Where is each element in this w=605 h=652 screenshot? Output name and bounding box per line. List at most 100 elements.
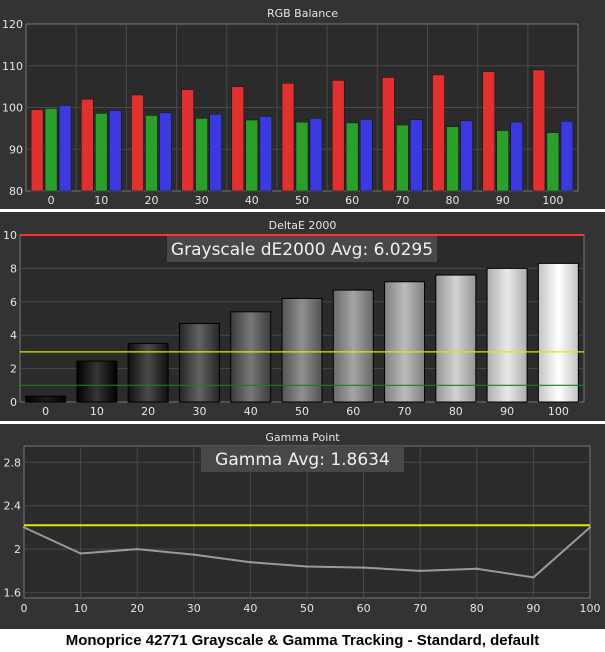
gamma-point bbox=[588, 526, 592, 529]
gamma-point bbox=[136, 547, 139, 551]
gamma-x-tick-label: 60 bbox=[357, 602, 371, 615]
rgb-bar-green bbox=[396, 124, 409, 192]
gamma-point bbox=[192, 553, 195, 556]
figure-caption: Monoprice 42771 Grayscale & Gamma Tracki… bbox=[65, 632, 540, 649]
rgb-bar-red bbox=[181, 89, 194, 192]
rgb-balance-panel: RGB Balance 80 90 100 110 120 0 10 20 30 40 50 60 70 8… bbox=[0, 0, 605, 209]
rgb-y-tick-label: 120 bbox=[2, 18, 23, 31]
rgb-y-tick-label: 110 bbox=[2, 60, 23, 73]
gamma-point bbox=[475, 567, 478, 570]
de-bar bbox=[332, 289, 374, 403]
rgb-y-tick-label: 80 bbox=[9, 185, 23, 198]
rgb-bar-red bbox=[131, 94, 144, 192]
de-x-tick-label: 20 bbox=[141, 405, 155, 418]
de-bar bbox=[281, 297, 323, 403]
rgb-x-tick-label: 0 bbox=[48, 194, 55, 207]
de-bar bbox=[230, 311, 272, 403]
rgb-x-tick-label: 20 bbox=[144, 194, 158, 207]
de-x-tick-label: 60 bbox=[346, 405, 360, 418]
gamma-annotation: Gamma Avg: 1.8634 bbox=[215, 450, 390, 470]
gamma-x-tick-label: 90 bbox=[526, 602, 540, 615]
gamma-x-tick-label: 0 bbox=[21, 602, 28, 615]
de-bar bbox=[435, 274, 477, 403]
rgb-bar-red bbox=[482, 71, 495, 192]
rgb-y-tick-label: 90 bbox=[9, 143, 23, 156]
gamma-x-tick-label: 30 bbox=[187, 602, 201, 615]
de-x-tick-label: 40 bbox=[244, 405, 258, 418]
rgb-bar-blue bbox=[58, 105, 72, 192]
rgb-bar-green bbox=[145, 115, 158, 192]
de-y-tick-label: 8 bbox=[10, 262, 17, 275]
rgb-bar-blue bbox=[560, 121, 574, 192]
gamma-x-tick-label: 70 bbox=[413, 602, 427, 615]
rgb-bar-blue bbox=[359, 118, 373, 192]
rgb-bar-green bbox=[95, 113, 108, 192]
gamma-x-tick-label: 40 bbox=[243, 602, 257, 615]
de-annotation-box bbox=[167, 236, 437, 262]
rgb-y-tick-label: 100 bbox=[2, 102, 23, 115]
gamma-x-tick-label: 100 bbox=[580, 602, 601, 615]
de-x-tick-label: 50 bbox=[295, 405, 309, 418]
de-bar bbox=[537, 262, 579, 403]
gamma-point bbox=[362, 566, 365, 569]
de-x-tick-label: 70 bbox=[398, 405, 412, 418]
de-annotation: Grayscale dE2000 Avg: 6.0295 bbox=[171, 240, 433, 260]
gamma-panel: Gamma Point 1.6 2 2.4 2.8 0 10 20 30 40 50 60 70 80 90… bbox=[0, 424, 605, 629]
rgb-bar-red bbox=[30, 109, 44, 192]
de-y-tick-label: 4 bbox=[10, 329, 17, 342]
rgb-bar-blue bbox=[510, 121, 523, 192]
rgb-x-tick-label: 40 bbox=[245, 194, 259, 207]
rgb-bar-green bbox=[546, 132, 560, 192]
gamma-point bbox=[249, 560, 252, 564]
gamma-point bbox=[419, 569, 422, 573]
rgb-bar-green bbox=[496, 130, 509, 192]
rgb-x-tick-label: 90 bbox=[496, 194, 510, 207]
rgb-x-tick-label: 100 bbox=[542, 194, 563, 207]
rgb-x-tick-label: 10 bbox=[94, 194, 108, 207]
de-x-tick-label: 90 bbox=[500, 405, 514, 418]
rgb-x-tick-label: 80 bbox=[446, 194, 460, 207]
rgb-bar-blue bbox=[460, 120, 473, 192]
rgb-bar-blue bbox=[410, 119, 423, 192]
rgb-bar-blue bbox=[259, 116, 273, 192]
de-title: DeltaE 2000 bbox=[269, 219, 337, 232]
rgb-bar-blue bbox=[309, 118, 323, 192]
rgb-bar-green bbox=[44, 108, 58, 192]
rgb-bar-green bbox=[295, 121, 309, 192]
de-x-tick-label: 10 bbox=[90, 405, 104, 418]
gamma-y-tick-label: 2.8 bbox=[4, 456, 22, 469]
rgb-title: RGB Balance bbox=[267, 7, 338, 20]
gamma-x-tick-label: 10 bbox=[74, 602, 88, 615]
de-bar bbox=[127, 343, 169, 403]
gamma-y-tick-label: 1.6 bbox=[4, 587, 22, 600]
rgb-bar-green bbox=[195, 118, 208, 192]
de-bar bbox=[178, 323, 220, 403]
rgb-x-tick-label: 30 bbox=[195, 194, 209, 207]
gamma-point bbox=[305, 565, 309, 568]
gamma-title: Gamma Point bbox=[265, 431, 340, 444]
rgb-bar-red bbox=[432, 74, 445, 192]
de-bar bbox=[384, 281, 426, 403]
gamma-point bbox=[79, 552, 82, 555]
de-y-tick-label: 6 bbox=[10, 296, 17, 309]
de-bar bbox=[486, 267, 528, 403]
rgb-bar-blue bbox=[209, 113, 222, 192]
rgb-bar-red bbox=[331, 80, 345, 192]
de-y-tick-label: 2 bbox=[10, 363, 17, 376]
de-y-tick-label: 10 bbox=[3, 229, 17, 242]
gamma-y-tick-label: 2.4 bbox=[4, 500, 22, 513]
rgb-bar-red bbox=[532, 69, 546, 192]
rgb-bar-green bbox=[446, 126, 459, 192]
rgb-x-tick-label: 50 bbox=[295, 194, 309, 207]
de-y-tick-label: 0 bbox=[10, 396, 17, 409]
de-x-tick-label: 0 bbox=[42, 405, 49, 418]
de-bar bbox=[76, 360, 118, 403]
gamma-point bbox=[22, 526, 26, 529]
de-x-tick-label: 30 bbox=[192, 405, 206, 418]
rgb-x-tick-label: 70 bbox=[395, 194, 409, 207]
rgb-bar-blue bbox=[109, 110, 122, 192]
de-bar bbox=[25, 395, 67, 403]
rgb-bar-red bbox=[382, 77, 395, 192]
